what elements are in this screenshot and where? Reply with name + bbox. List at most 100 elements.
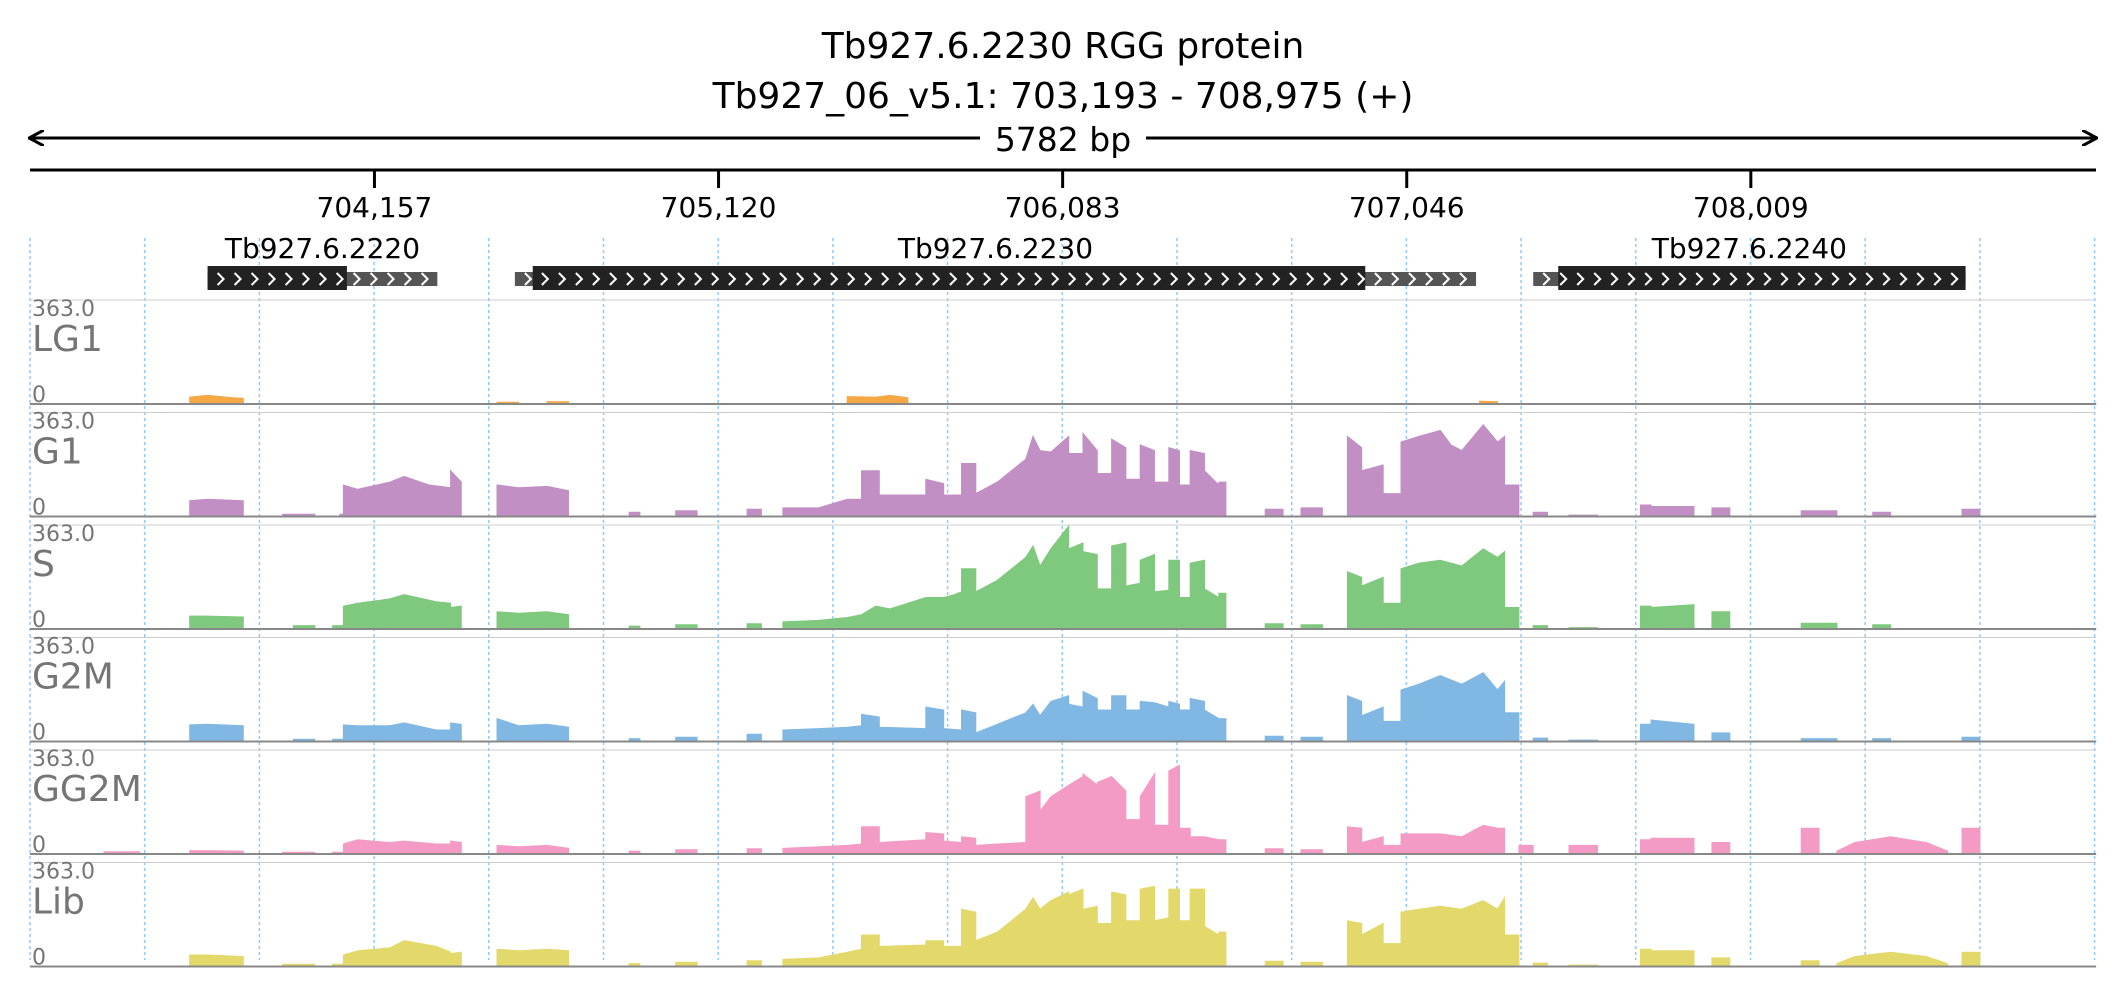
coverage-area (29, 524, 2097, 630)
gene-label: Tb927.6.2240 (1651, 232, 1847, 265)
y-min-label: 0 (32, 608, 46, 633)
track-name: GG2M (32, 769, 142, 810)
strand-arrow (1712, 272, 1721, 286)
x-tick-label: 706,083 (1005, 191, 1121, 224)
strand-arrow (1238, 272, 1247, 286)
strand-arrow (745, 272, 754, 286)
strand-arrow (1576, 272, 1585, 286)
strand-arrow (728, 272, 737, 286)
x-tick-label: 708,009 (1693, 191, 1809, 224)
strand-arrow (1950, 272, 1959, 286)
strand-arrow (1408, 272, 1417, 286)
track-g1: 363.0G1 0 (29, 410, 2097, 521)
strand-arrow (1627, 272, 1636, 286)
strand-arrow (301, 272, 311, 286)
strand-arrow (558, 272, 567, 286)
strand-arrow (1374, 272, 1383, 286)
strand-arrow (1814, 272, 1823, 286)
strand-arrow (1323, 272, 1332, 286)
strand-arrow (949, 272, 958, 286)
strand-arrow (1272, 272, 1281, 286)
track-name: G1 (32, 432, 83, 473)
gene-label: Tb927.6.2230 (897, 232, 1093, 265)
track-name: LG1 (32, 319, 103, 360)
strand-arrow (898, 272, 907, 286)
strand-arrow (1593, 272, 1602, 286)
strand-arrow (1153, 272, 1162, 286)
gene-models: Tb927.6.2220 Tb927.6.2230 Tb927.6.2240 (207, 232, 1966, 290)
strand-arrow (966, 272, 975, 286)
strand-arrow (660, 272, 669, 286)
strand-arrow (1340, 272, 1349, 286)
strand-arrow (1831, 272, 1840, 286)
strand-arrow (711, 272, 720, 286)
strand-arrow (1051, 272, 1060, 286)
strand-arrow (1102, 272, 1111, 286)
strand-arrow (779, 272, 788, 286)
strand-arrow (352, 272, 362, 286)
strand-arrow (524, 272, 533, 286)
strand-arrow (420, 272, 430, 286)
track-name: S (32, 544, 55, 585)
strand-arrow (643, 272, 652, 286)
strand-arrow (369, 272, 379, 286)
strand-arrow (1695, 272, 1704, 286)
strand-arrow (250, 272, 260, 286)
strand-arrow (813, 272, 822, 286)
track-name: G2M (32, 657, 114, 698)
y-min-label: 0 (32, 946, 46, 971)
strand-arrow (1306, 272, 1315, 286)
strand-arrow (1882, 272, 1891, 286)
strand-arrow (1899, 272, 1908, 286)
strand-arrow (1459, 272, 1468, 286)
gene-cds (207, 266, 347, 290)
strand-arrow (1068, 272, 1077, 286)
y-max-label: 363.0 (32, 747, 95, 772)
genomic-location: Tb927_06_v5.1: 703,193 - 708,975 (+) (712, 76, 1414, 117)
y-min-label: 0 (32, 721, 46, 746)
strand-arrow (609, 272, 618, 286)
coverage-tracks: 363.0LG10363.0G10363.0S0363.0G2M0363.0GG… (29, 297, 2097, 971)
strand-arrow (1204, 272, 1213, 286)
strand-arrow (830, 272, 839, 286)
strand-arrow (1357, 272, 1366, 286)
y-max-label: 363.0 (32, 297, 95, 322)
strand-arrow (1170, 272, 1179, 286)
strand-arrow (233, 272, 243, 286)
strand-arrow (1661, 272, 1670, 286)
x-tick-label: 707,046 (1349, 191, 1465, 224)
strand-arrow (1136, 272, 1145, 286)
strand-arrow (386, 272, 396, 286)
strand-arrow (1729, 272, 1738, 286)
strand-arrow (1000, 272, 1009, 286)
x-axis-ticks: 704,157 705,120 706,083 707,046 708,009 (317, 170, 1809, 224)
strand-arrow (1797, 272, 1806, 286)
strand-arrow (1391, 272, 1400, 286)
strand-arrow (1848, 272, 1857, 286)
y-max-label: 363.0 (32, 635, 95, 660)
strand-arrow (796, 272, 805, 286)
strand-arrow (1865, 272, 1874, 286)
strand-arrow (694, 272, 703, 286)
strand-arrow (1187, 272, 1196, 286)
track-s: 363.0S 0 (29, 522, 2097, 633)
strand-arrow (592, 272, 601, 286)
strand-arrow (1255, 272, 1264, 286)
strand-arrow (1425, 272, 1434, 286)
strand-arrow (216, 272, 226, 286)
y-min-label: 0 (32, 383, 46, 408)
gene-title: Tb927.6.2230 RGG protein (821, 26, 1305, 67)
strand-arrow (1916, 272, 1925, 286)
strand-arrow (1780, 272, 1789, 286)
strand-arrow (1119, 272, 1128, 286)
strand-arrow (932, 272, 941, 286)
strand-arrow (1221, 272, 1230, 286)
strand-arrow (318, 272, 328, 286)
strand-arrow (881, 272, 890, 286)
strand-arrow (983, 272, 992, 286)
